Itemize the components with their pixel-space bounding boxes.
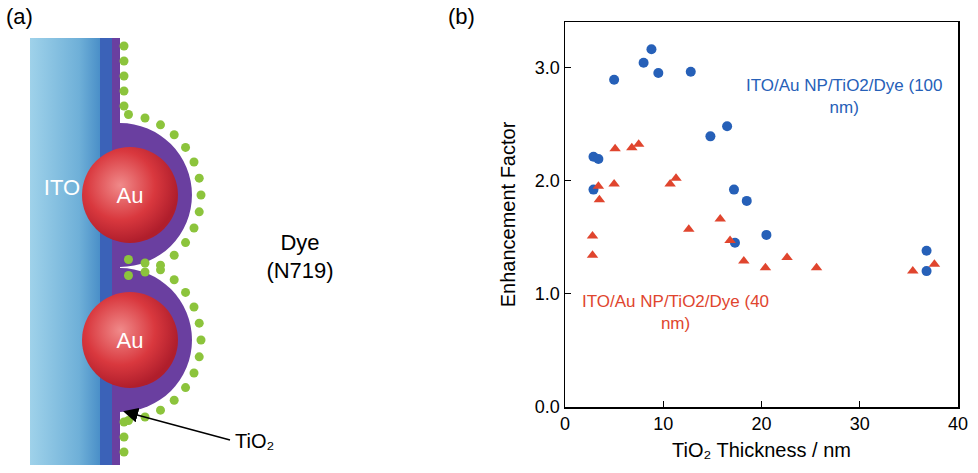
svg-text:Au: Au [117,328,144,353]
svg-text:0.0: 0.0 [535,397,560,417]
svg-text:ITO/Au NP/TiO2/Dye (40nm): ITO/Au NP/TiO2/Dye (40nm) [582,292,769,333]
svg-text:Dye: Dye [280,230,319,255]
svg-text:0: 0 [560,414,570,434]
svg-text:3.0: 3.0 [535,58,560,78]
svg-text:TiO₂: TiO₂ [235,430,274,452]
svg-text:20: 20 [751,414,771,434]
svg-text:2.0: 2.0 [535,171,560,191]
svg-text:40: 40 [948,414,968,434]
svg-text:30: 30 [850,414,870,434]
html-text:(a): (a) [6,4,33,29]
svg-text:ITO: ITO [44,175,80,200]
svg-text:Enhancement Factor: Enhancement Factor [497,121,519,307]
svg-text:ITO/Au NP/TiO2/Dye (100nm): ITO/Au NP/TiO2/Dye (100nm) [746,76,943,117]
svg-text:(N719): (N719) [266,258,333,283]
svg-text:1.0: 1.0 [535,284,560,304]
svg-text:TiO₂ Thickness / nm: TiO₂ Thickness / nm [672,439,851,461]
html-text:(b): (b) [448,4,475,29]
svg-text:Au: Au [117,183,144,208]
svg-text:10: 10 [653,414,673,434]
